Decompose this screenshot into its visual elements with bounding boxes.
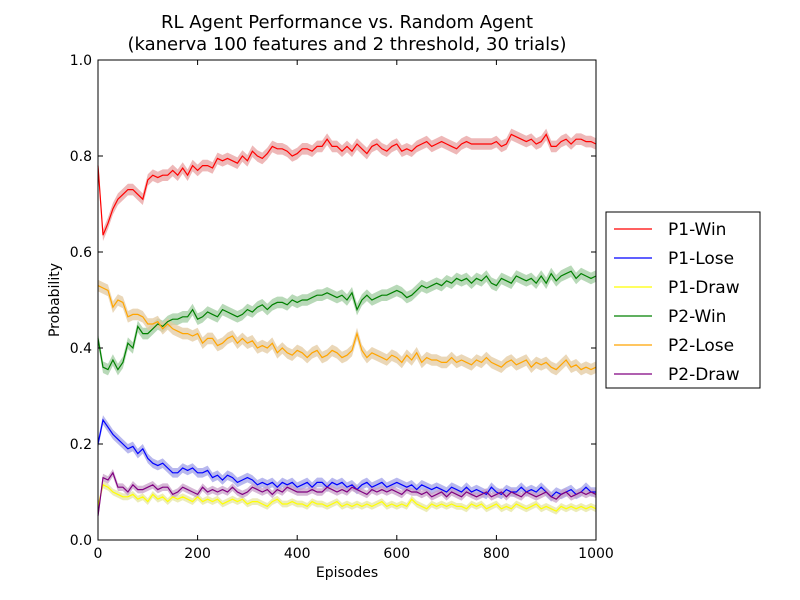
band-p1-draw bbox=[98, 481, 596, 515]
y-tick-label: 0.0 bbox=[70, 533, 92, 549]
legend-label-p1-win: P1-Win bbox=[668, 220, 726, 240]
x-axis-label: Episodes bbox=[316, 565, 378, 581]
y-tick-label: 0.4 bbox=[70, 341, 92, 357]
legend-frame bbox=[605, 211, 761, 389]
y-tick-label: 1.0 bbox=[70, 53, 92, 69]
series-line-p1-lose bbox=[97, 418, 596, 498]
x-tick-label: 400 bbox=[284, 546, 311, 562]
band-p2-draw bbox=[98, 469, 596, 520]
series-line-p2-lose bbox=[97, 285, 597, 371]
legend: P1-Win P1-Lose P1-Draw P2-Win P2-Lose P2-Draw bbox=[605, 211, 761, 389]
legend-label-p2-draw: P2-Draw bbox=[668, 365, 740, 385]
y-axis-ticks: 0.0 0.2 0.4 0.6 0.8 1.0 bbox=[70, 53, 596, 549]
y-tick-label: 0.2 bbox=[70, 437, 92, 453]
band-p2-win bbox=[98, 265, 596, 376]
series-line-p1-win bbox=[97, 133, 597, 236]
series-lines bbox=[97, 133, 597, 517]
series-line-p2-draw bbox=[97, 471, 597, 517]
x-tick-label: 800 bbox=[483, 546, 510, 562]
chart-subtitle: (kanerva 100 features and 2 threshold, 3… bbox=[127, 34, 566, 55]
x-tick-label: 600 bbox=[383, 546, 410, 562]
x-axis-ticks: 0 200 400 600 800 1000 bbox=[94, 60, 614, 562]
x-tick-label: 0 bbox=[94, 546, 103, 562]
legend-label-p2-lose: P2-Lose bbox=[668, 336, 734, 356]
plot-area-frame bbox=[97, 59, 597, 541]
y-tick-label: 0.6 bbox=[70, 245, 92, 261]
chart-title: RL Agent Performance vs. Random Agent bbox=[161, 12, 533, 33]
series-line-p1-draw bbox=[97, 483, 597, 512]
x-tick-label: 1000 bbox=[578, 546, 614, 562]
legend-label-p2-win: P2-Win bbox=[668, 307, 726, 327]
y-tick-label: 0.8 bbox=[70, 149, 92, 165]
legend-label-p1-draw: P1-Draw bbox=[668, 278, 740, 298]
y-axis-label: Probability bbox=[47, 263, 63, 337]
series-line-p2-win bbox=[97, 270, 597, 371]
band-p1-win bbox=[98, 128, 596, 241]
legend-label-p1-lose: P1-Lose bbox=[668, 249, 734, 269]
band-p2-lose bbox=[98, 279, 596, 376]
x-tick-label: 200 bbox=[184, 546, 211, 562]
